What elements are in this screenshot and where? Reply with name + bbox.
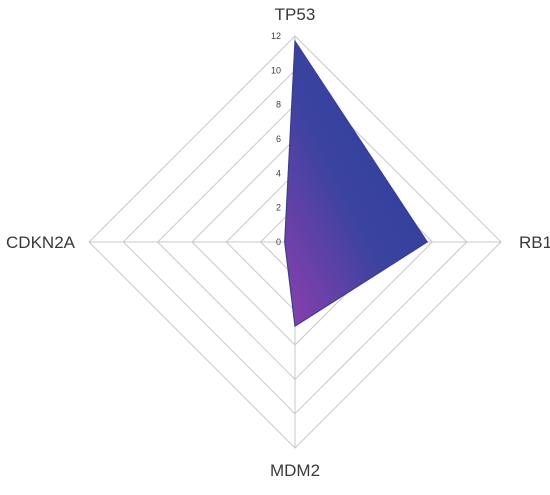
series-area (284, 39, 429, 328)
tick-label: 2 (276, 203, 281, 213)
axis-label-mdm2: MDM2 (270, 461, 320, 480)
radial-tick-labels: 0 2 4 6 8 10 12 (271, 31, 281, 247)
axis-label-tp53: TP53 (275, 5, 316, 24)
tick-label: 6 (276, 134, 281, 144)
axis-label-rb1: RB1 (519, 233, 550, 252)
tick-label: 4 (276, 168, 281, 178)
tick-label: 0 (276, 237, 281, 247)
tick-label: 12 (271, 31, 281, 41)
radar-series (284, 39, 429, 328)
axis-labels: TP53 RB1 MDM2 CDKN2A (6, 5, 550, 480)
tick-label: 8 (276, 100, 281, 110)
tick-label: 10 (271, 65, 281, 75)
axis-label-cdkn2a: CDKN2A (6, 233, 76, 252)
